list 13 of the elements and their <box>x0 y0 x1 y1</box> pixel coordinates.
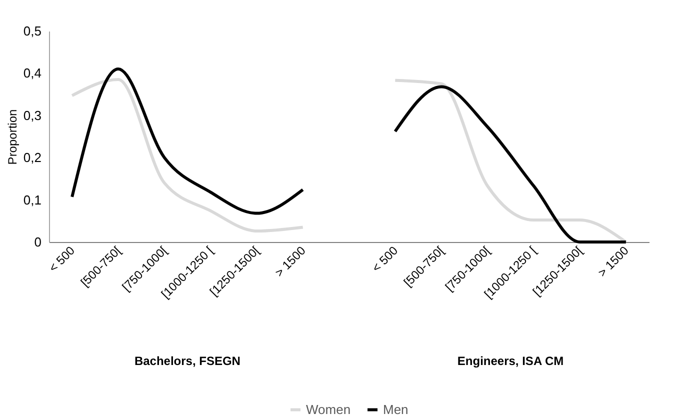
y-tick-label: 0,1 <box>23 192 42 208</box>
x-tick-label: < 500 <box>369 243 401 275</box>
legend-label: Men <box>383 402 408 417</box>
y-tick-label: 0,5 <box>23 24 42 38</box>
y-tick-label: 0 <box>34 234 42 250</box>
text: Engineers, ISA CM <box>457 354 564 368</box>
x-tick-label: < 500 <box>46 243 78 275</box>
text: Bachelors, FSEGN <box>134 354 240 368</box>
legend-label: Women <box>306 402 351 417</box>
y-axis-title: Proportion <box>5 109 20 165</box>
y-tick-label: 0,4 <box>23 66 42 81</box>
y-tick-label: 0,3 <box>23 108 42 123</box>
y-tick-label: 0,2 <box>23 150 42 166</box>
